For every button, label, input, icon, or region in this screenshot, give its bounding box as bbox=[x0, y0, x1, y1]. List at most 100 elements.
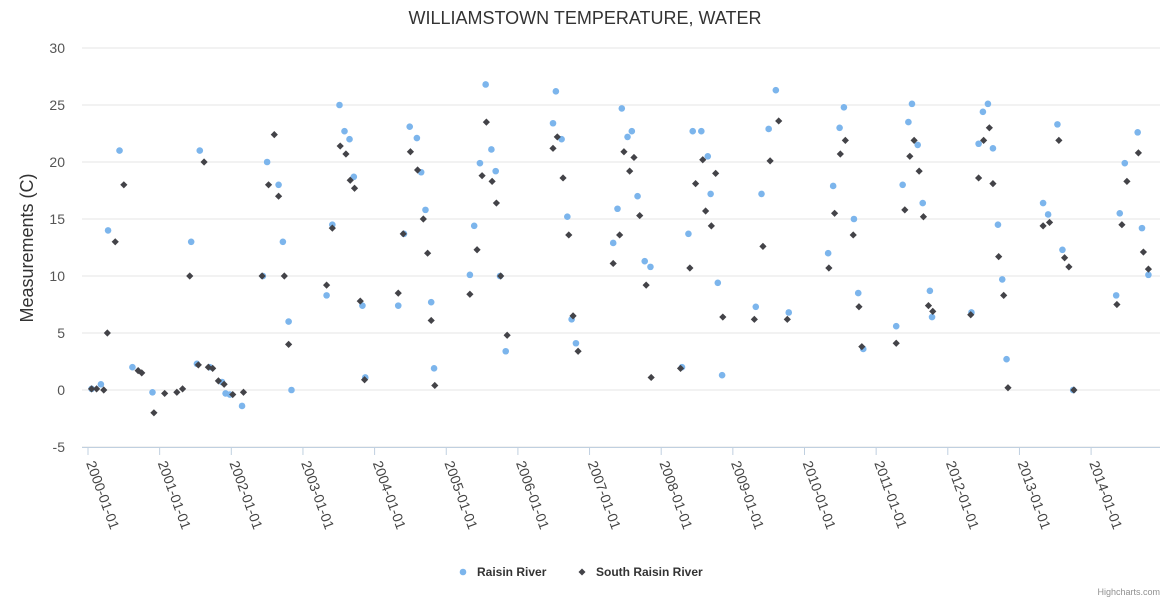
data-point[interactable] bbox=[984, 100, 992, 108]
data-point[interactable] bbox=[928, 313, 936, 321]
data-point[interactable] bbox=[350, 173, 358, 181]
data-point[interactable] bbox=[899, 181, 906, 189]
data-point[interactable] bbox=[924, 302, 933, 310]
data-point[interactable] bbox=[466, 271, 474, 279]
data-point[interactable] bbox=[1059, 246, 1066, 254]
legend-item-raisin-river[interactable]: Raisin River bbox=[459, 565, 547, 579]
data-point[interactable] bbox=[616, 231, 624, 239]
data-point[interactable] bbox=[825, 264, 833, 272]
data-point[interactable] bbox=[624, 133, 631, 141]
data-point[interactable] bbox=[559, 174, 567, 182]
data-point[interactable] bbox=[926, 287, 934, 295]
data-point[interactable] bbox=[342, 150, 350, 158]
data-point[interactable] bbox=[1145, 271, 1152, 279]
data-point[interactable] bbox=[618, 105, 626, 112]
data-point[interactable] bbox=[488, 177, 496, 185]
data-point[interactable] bbox=[609, 259, 617, 268]
data-point[interactable] bbox=[503, 331, 511, 339]
data-point[interactable] bbox=[1116, 210, 1124, 217]
data-point[interactable] bbox=[220, 380, 228, 388]
data-point[interactable] bbox=[1065, 263, 1073, 271]
data-point[interactable] bbox=[628, 127, 636, 135]
data-point[interactable] bbox=[120, 181, 128, 189]
data-point[interactable] bbox=[422, 206, 429, 214]
data-point[interactable] bbox=[609, 239, 617, 247]
data-point[interactable] bbox=[492, 199, 501, 207]
data-point[interactable] bbox=[360, 376, 369, 384]
data-point[interactable] bbox=[497, 272, 505, 280]
data-point[interactable] bbox=[200, 158, 208, 166]
data-point[interactable] bbox=[975, 174, 983, 182]
data-point[interactable] bbox=[766, 157, 774, 165]
data-point[interactable] bbox=[905, 118, 912, 126]
data-point[interactable] bbox=[280, 272, 288, 280]
data-point[interactable] bbox=[998, 276, 1006, 283]
data-point[interactable] bbox=[473, 246, 481, 254]
data-point[interactable] bbox=[1004, 384, 1012, 392]
data-point[interactable] bbox=[1070, 386, 1078, 394]
data-point[interactable] bbox=[263, 158, 271, 166]
data-point[interactable] bbox=[1045, 218, 1054, 227]
data-point[interactable] bbox=[685, 230, 692, 238]
data-point[interactable] bbox=[209, 364, 217, 372]
data-point[interactable] bbox=[1003, 355, 1010, 363]
data-point[interactable] bbox=[750, 315, 758, 323]
data-point[interactable] bbox=[1044, 211, 1052, 218]
data-point[interactable] bbox=[356, 297, 364, 305]
data-point[interactable] bbox=[478, 172, 486, 180]
data-point[interactable] bbox=[549, 119, 557, 127]
data-point[interactable] bbox=[346, 135, 353, 143]
data-point[interactable] bbox=[413, 166, 422, 174]
data-point[interactable] bbox=[288, 386, 295, 394]
data-point[interactable] bbox=[149, 388, 156, 396]
data-point[interactable] bbox=[1144, 265, 1153, 273]
data-point[interactable] bbox=[919, 213, 928, 221]
data-point[interactable] bbox=[626, 167, 634, 175]
data-point[interactable] bbox=[196, 147, 204, 154]
data-point[interactable] bbox=[424, 249, 432, 257]
data-point[interactable] bbox=[87, 385, 96, 393]
data-point[interactable] bbox=[718, 371, 726, 379]
data-point[interactable] bbox=[482, 81, 489, 88]
data-point[interactable] bbox=[564, 213, 571, 221]
data-point[interactable] bbox=[906, 152, 914, 160]
data-point[interactable] bbox=[830, 209, 839, 217]
data-point[interactable] bbox=[173, 388, 181, 396]
data-point[interactable] bbox=[707, 190, 714, 198]
data-point[interactable] bbox=[855, 303, 863, 311]
data-point[interactable] bbox=[1112, 292, 1120, 299]
data-point[interactable] bbox=[752, 303, 760, 311]
data-point[interactable] bbox=[892, 339, 900, 347]
data-point[interactable] bbox=[187, 238, 195, 246]
data-point[interactable] bbox=[707, 222, 715, 230]
data-point[interactable] bbox=[572, 339, 580, 347]
data-point[interactable] bbox=[574, 347, 582, 355]
data-point[interactable] bbox=[704, 153, 712, 160]
data-point[interactable] bbox=[1054, 121, 1061, 128]
data-point[interactable] bbox=[427, 316, 435, 325]
data-point[interactable] bbox=[1134, 149, 1142, 157]
data-point[interactable] bbox=[394, 289, 402, 297]
data-point[interactable] bbox=[104, 227, 112, 234]
data-point[interactable] bbox=[824, 249, 832, 257]
data-point[interactable] bbox=[239, 388, 248, 396]
data-point[interactable] bbox=[323, 292, 330, 299]
data-point[interactable] bbox=[1118, 221, 1126, 229]
data-point[interactable] bbox=[759, 242, 767, 250]
data-point[interactable] bbox=[765, 125, 772, 133]
data-point[interactable] bbox=[699, 156, 707, 164]
data-point[interactable] bbox=[985, 124, 993, 132]
data-point[interactable] bbox=[270, 131, 278, 139]
data-point[interactable] bbox=[97, 381, 105, 388]
data-point[interactable] bbox=[772, 86, 780, 94]
data-point[interactable] bbox=[129, 363, 136, 371]
data-point[interactable] bbox=[785, 309, 793, 316]
data-point[interactable] bbox=[279, 238, 287, 246]
data-point[interactable] bbox=[552, 88, 560, 95]
data-point[interactable] bbox=[698, 127, 705, 135]
data-point[interactable] bbox=[264, 181, 273, 189]
data-point[interactable] bbox=[238, 402, 246, 410]
data-point[interactable] bbox=[1039, 222, 1047, 230]
data-point[interactable] bbox=[980, 136, 988, 144]
data-point[interactable] bbox=[336, 142, 344, 150]
